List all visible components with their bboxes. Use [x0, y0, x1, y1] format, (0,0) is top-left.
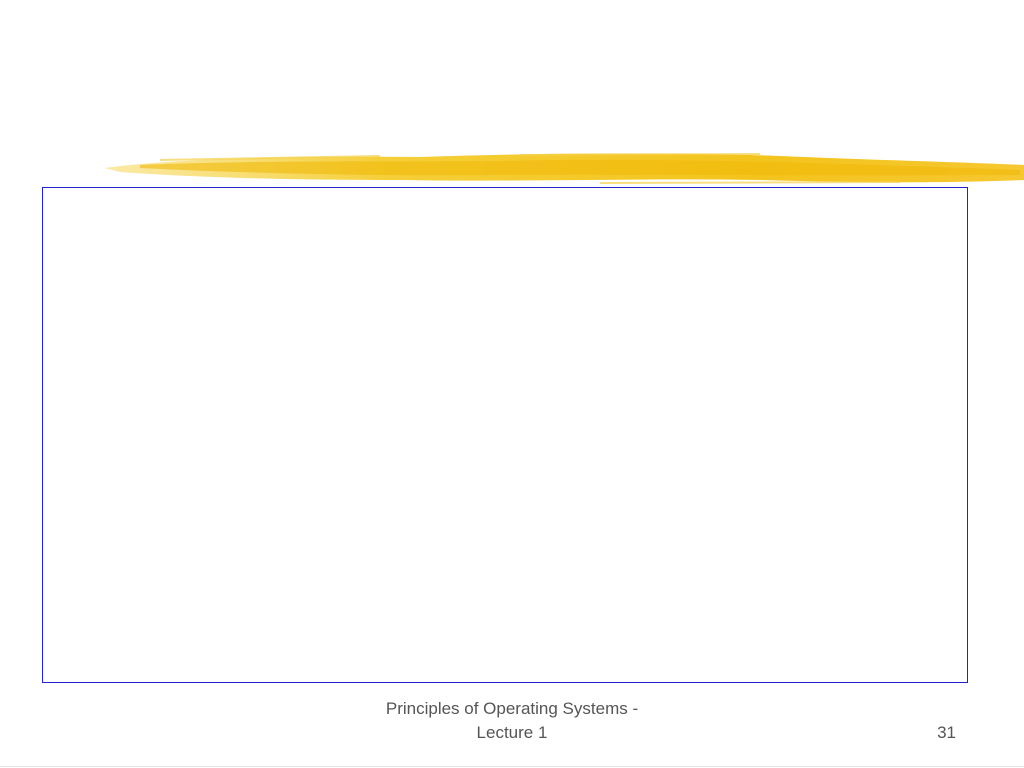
footer-title: Lecture 1 [476, 723, 548, 742]
page-number: 31 [937, 723, 956, 742]
content-frame [42, 187, 968, 683]
brush-stroke [104, 153, 1024, 184]
footer-title: Principles of Operating Systems - [385, 699, 639, 718]
